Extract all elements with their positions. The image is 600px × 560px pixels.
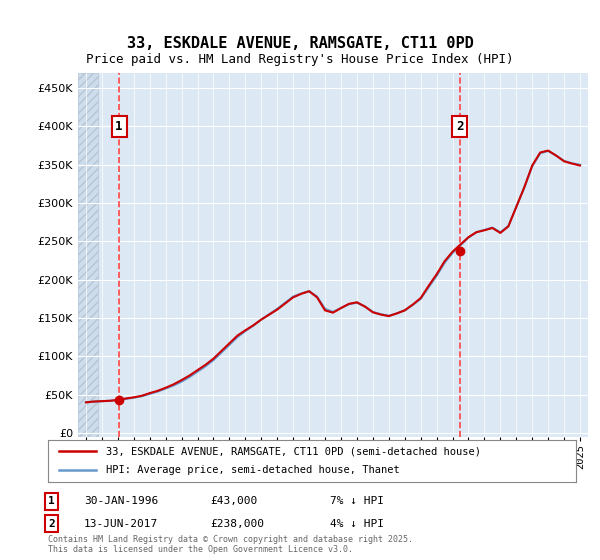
33, ESKDALE AVENUE, RAMSGATE, CT11 0PD (semi-detached house)	[329, 309, 337, 316]
33, ESKDALE AVENUE, RAMSGATE, CT11 0PD (semi-detached house)	[313, 294, 320, 301]
Text: 4% ↓ HPI: 4% ↓ HPI	[330, 519, 384, 529]
Text: 2: 2	[456, 120, 463, 133]
HPI: Average price, semi-detached house, Thanet: (2.02e+03, 3.5e+05): Average price, semi-detached house, Than…	[577, 161, 584, 168]
Text: Contains HM Land Registry data © Crown copyright and database right 2025.
This d: Contains HM Land Registry data © Crown c…	[48, 535, 413, 554]
HPI: Average price, semi-detached house, Thanet: (2e+03, 1.05e+05): Average price, semi-detached house, Than…	[218, 349, 225, 356]
Text: 2: 2	[48, 519, 55, 529]
Text: 33, ESKDALE AVENUE, RAMSGATE, CT11 0PD (semi-detached house): 33, ESKDALE AVENUE, RAMSGATE, CT11 0PD (…	[106, 446, 481, 456]
33, ESKDALE AVENUE, RAMSGATE, CT11 0PD (semi-detached house)	[425, 282, 432, 289]
HPI: Average price, semi-detached house, Thanet: (2.02e+03, 1.9e+05): Average price, semi-detached house, Than…	[425, 284, 432, 291]
Text: £43,000: £43,000	[210, 496, 257, 506]
Text: 30-JAN-1996: 30-JAN-1996	[84, 496, 158, 506]
HPI: Average price, semi-detached house, Thanet: (2.01e+03, 1.78e+05): Average price, semi-detached house, Than…	[313, 293, 320, 300]
Bar	[78, 73, 98, 437]
Text: £238,000: £238,000	[210, 519, 264, 529]
HPI: Average price, semi-detached house, Thanet: (2.02e+03, 3.68e+05): Average price, semi-detached house, Than…	[545, 148, 552, 155]
Text: 7% ↓ HPI: 7% ↓ HPI	[330, 496, 384, 506]
Text: 1: 1	[115, 120, 123, 133]
Text: 33, ESKDALE AVENUE, RAMSGATE, CT11 0PD: 33, ESKDALE AVENUE, RAMSGATE, CT11 0PD	[127, 36, 473, 52]
33, ESKDALE AVENUE, RAMSGATE, CT11 0PD (semi-detached house)	[234, 332, 241, 339]
HPI: Average price, semi-detached house, Thanet: (1.99e+03, 4e+04): Average price, semi-detached house, Than…	[82, 399, 89, 405]
33, ESKDALE AVENUE, RAMSGATE, CT11 0PD (semi-detached house)	[218, 348, 225, 354]
Line: 33, ESKDALE AVENUE, RAMSGATE, CT11 0PD (semi-detached house): 33, ESKDALE AVENUE, RAMSGATE, CT11 0PD (…	[86, 151, 580, 402]
Text: HPI: Average price, semi-detached house, Thanet: HPI: Average price, semi-detached house,…	[106, 465, 400, 475]
33, ESKDALE AVENUE, RAMSGATE, CT11 0PD (semi-detached house)	[545, 147, 552, 154]
33, ESKDALE AVENUE, RAMSGATE, CT11 0PD (semi-detached house)	[577, 162, 584, 169]
Text: 13-JUN-2017: 13-JUN-2017	[84, 519, 158, 529]
HPI: Average price, semi-detached house, Thanet: (2.01e+03, 1.58e+05): Average price, semi-detached house, Than…	[329, 309, 337, 315]
Text: Price paid vs. HM Land Registry's House Price Index (HPI): Price paid vs. HM Land Registry's House …	[86, 53, 514, 66]
Text: 1: 1	[48, 496, 55, 506]
33, ESKDALE AVENUE, RAMSGATE, CT11 0PD (semi-detached house)	[82, 399, 89, 405]
Line: HPI: Average price, semi-detached house, Thanet: HPI: Average price, semi-detached house,…	[86, 151, 580, 402]
33, ESKDALE AVENUE, RAMSGATE, CT11 0PD (semi-detached house)	[568, 160, 575, 167]
HPI: Average price, semi-detached house, Thanet: (2.02e+03, 3.52e+05): Average price, semi-detached house, Than…	[568, 160, 575, 166]
HPI: Average price, semi-detached house, Thanet: (2e+03, 1.25e+05): Average price, semi-detached house, Than…	[234, 334, 241, 340]
